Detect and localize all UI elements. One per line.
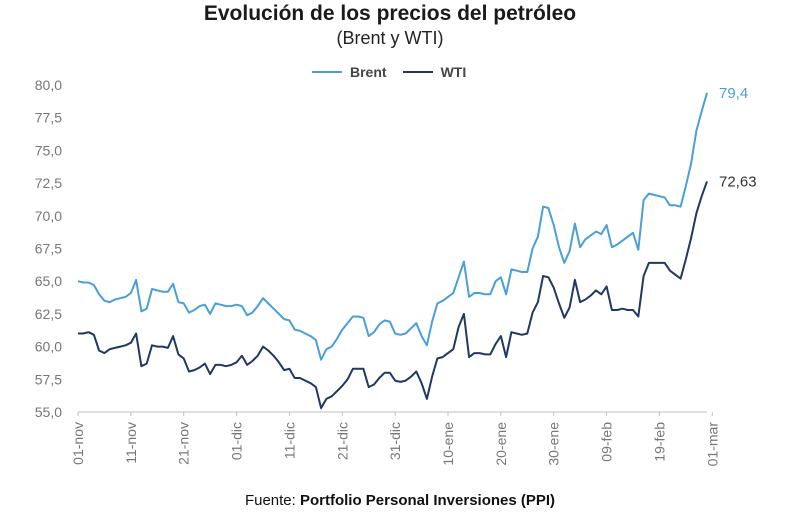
x-tick-label: 31-dic [387,422,403,460]
legend-swatch-wti [402,71,433,73]
x-tick-label: 09-feb [599,422,615,462]
y-tick-label: 62,5 [35,306,62,322]
end-value-label-wti: 72,63 [719,173,757,190]
source-name: Portfolio Personal Inversiones (PPI) [299,492,556,509]
y-tick-label: 80,0 [35,77,62,93]
y-tick-label: 77,5 [35,110,62,126]
x-tick-label: 01-dic [229,422,245,460]
x-tick-label: 11-nov [123,422,139,464]
x-tick-label: 11-dic [281,422,297,459]
legend-item-wti: WTI [402,64,467,80]
x-tick-label: 01-nov [70,422,86,465]
chart-subtitle: (Brent y WTI) [336,28,444,48]
y-tick-label: 55,0 [35,404,62,420]
y-tick-label: 60,0 [35,339,62,355]
y-tick-label: 67,5 [35,241,62,257]
source-prefix: Fuente: [244,492,296,509]
legend-swatch-brent [312,71,342,73]
y-tick-label: 72,5 [35,175,62,191]
x-tick-label: 10-ene [440,422,456,466]
y-tick-label: 75,0 [35,142,62,158]
x-tick-label: 21-nov [176,422,192,465]
x-tick-label: 19-feb [651,422,667,462]
legend-label-wti: WTI [440,64,467,80]
y-tick-label: 65,0 [35,273,62,289]
legend: Brent WTI [312,64,466,80]
series-line-wti [78,181,708,410]
x-tick-label: 20-ene [493,422,509,466]
chart-title: Evolución de los precios del petróleo [203,2,577,25]
series-line-brent [77,92,708,361]
x-tick-label: 30-ene [546,422,562,466]
x-tick-label: 21-dic [334,422,350,460]
x-tick-label: 01-mar [704,422,720,467]
legend-item-brent: Brent [312,64,387,80]
end-value-label-brent: 79,4 [719,85,748,102]
y-tick-label: 57,5 [35,371,62,387]
source-note: Fuente: Portfolio Personal Inversiones (… [0,492,800,509]
y-tick-label: 70,0 [35,208,62,224]
legend-label-brent: Brent [350,64,387,80]
